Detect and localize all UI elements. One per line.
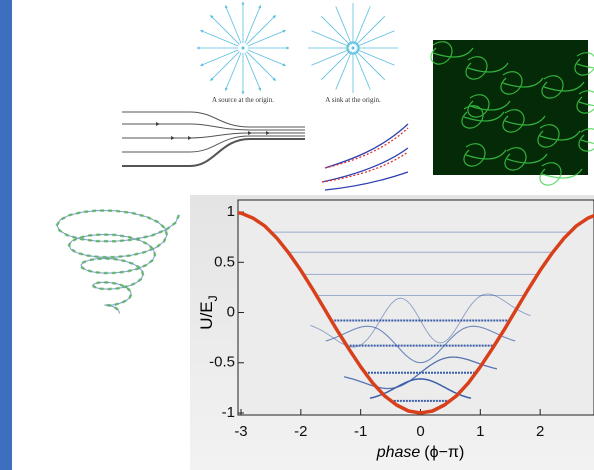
sink-field (308, 3, 398, 93)
origin (242, 47, 245, 50)
y-tick-label: -0.5 (209, 354, 235, 371)
y-axis-label-main: U/E (197, 301, 216, 329)
y-tick-label: 1 (227, 203, 235, 220)
x-tick-label: -2 (294, 423, 307, 440)
y-tick-label: 0.5 (214, 253, 235, 270)
source-field (198, 3, 288, 93)
x-tick-label: 1 (476, 423, 484, 440)
turbulence-image (431, 40, 594, 185)
x-axis-label-main: phase (376, 444, 421, 461)
x-axis-label: phase(ϕ−π) (376, 444, 465, 461)
y-tick-label: 0 (227, 303, 235, 320)
side-bar (0, 0, 12, 470)
y-axis-label-sub: J (206, 295, 220, 301)
origin (352, 47, 355, 50)
y-tick-label: -1 (222, 404, 235, 421)
x-axis-label-suffix: (ϕ−π) (424, 444, 464, 461)
slide: A source at the origin. A sink at the or… (0, 0, 594, 470)
x-tick-label: -3 (234, 423, 247, 440)
caption: A sink at the origin. (325, 96, 381, 104)
x-tick-label: -1 (354, 423, 367, 440)
caption: A source at the origin. (212, 96, 274, 104)
x-tick-label: 0 (416, 423, 424, 440)
x-tick-label: 2 (536, 423, 544, 440)
